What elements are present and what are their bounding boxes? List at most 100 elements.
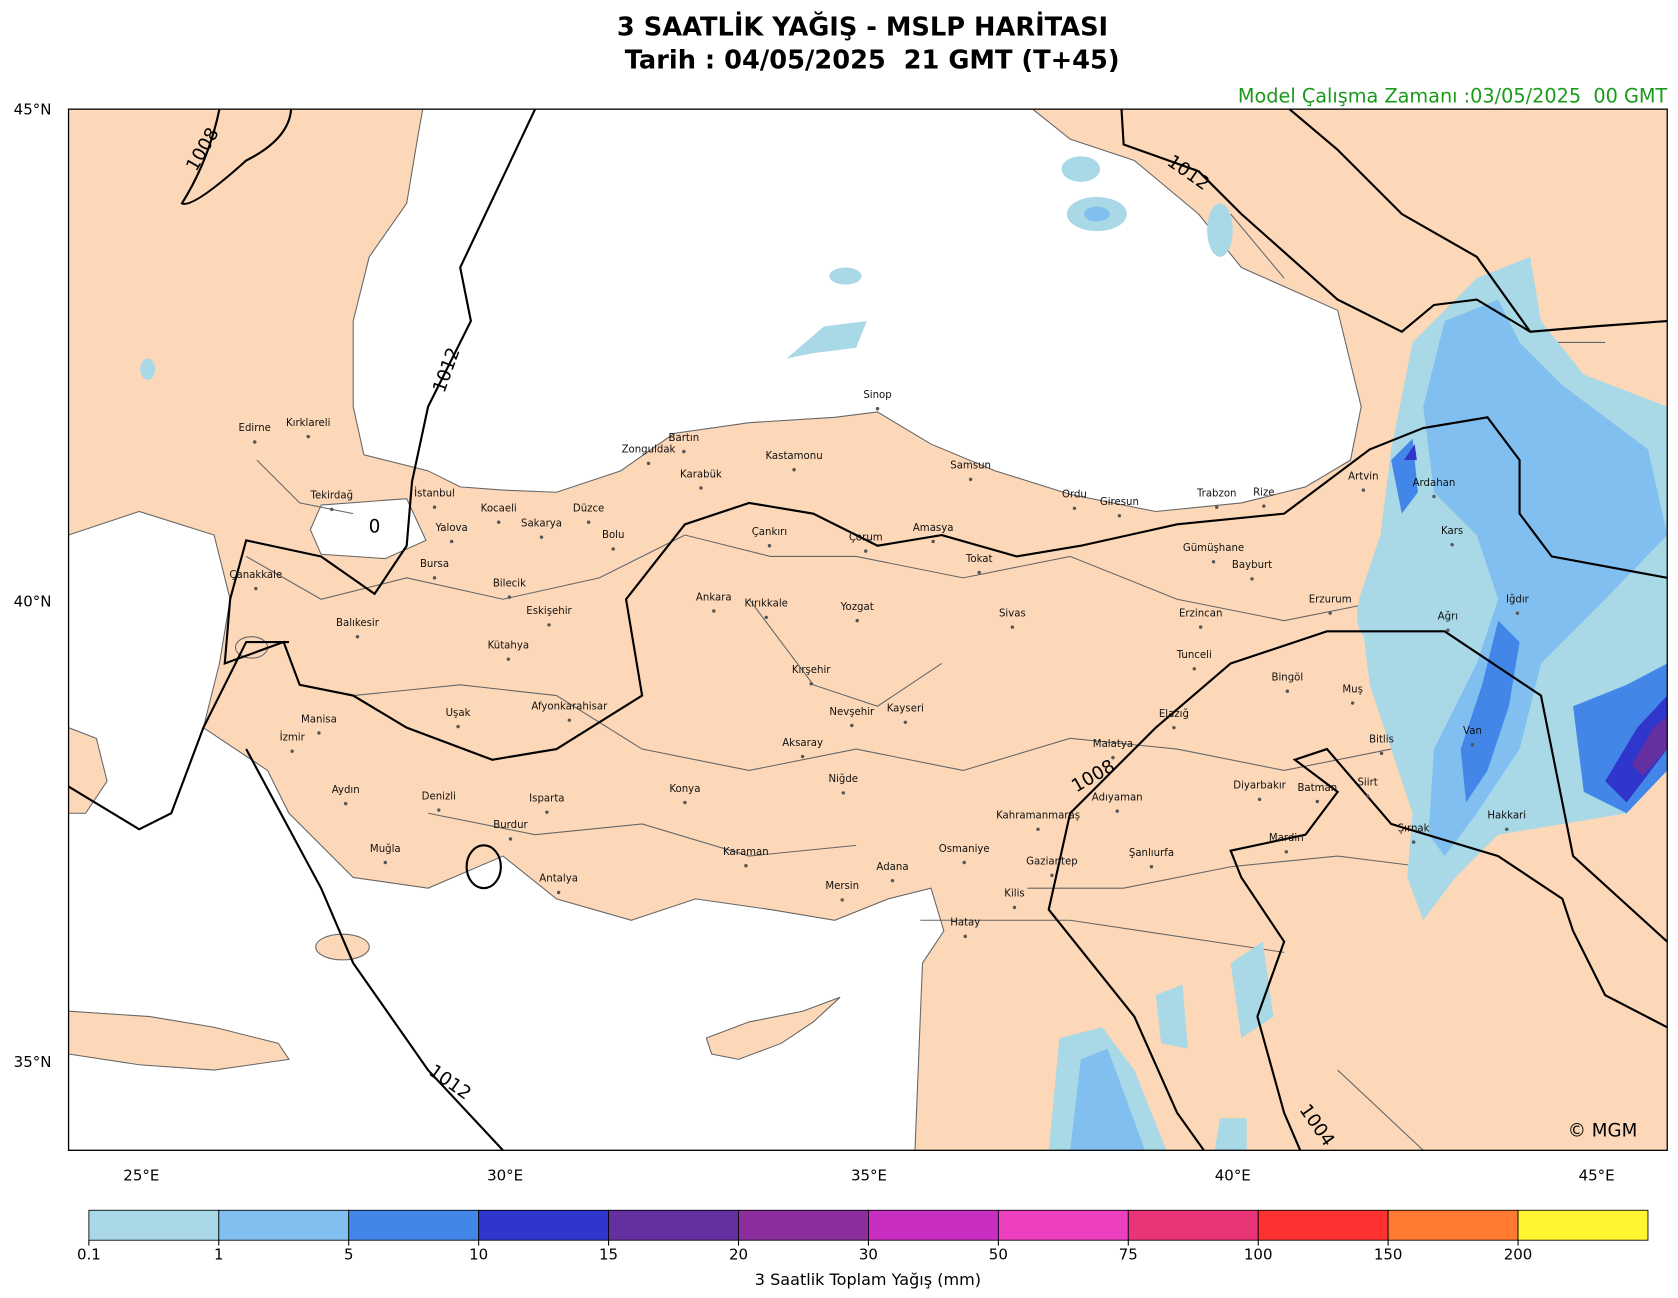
city-name: Şırnak: [1398, 823, 1430, 834]
city-name: Kars: [1441, 526, 1463, 537]
city-dot: [1365, 794, 1370, 798]
city-dot: [1446, 628, 1450, 632]
city-dot: [507, 595, 512, 599]
city-name: Edirne: [239, 423, 271, 434]
city-name: Çanakkale: [229, 570, 282, 581]
city-name: Gümüşhane: [1183, 543, 1244, 554]
city-name: Antalya: [539, 874, 578, 885]
city-name: Nevşehir: [829, 707, 875, 718]
city-name: Tokat: [965, 554, 993, 565]
colorbar-tick-label: 20: [729, 1245, 748, 1263]
city-name: Ağrı: [1438, 611, 1458, 623]
city-name: Yalova: [434, 523, 467, 534]
city-name: Iğdır: [1506, 593, 1530, 605]
colorbar-segment: [1257, 1209, 1389, 1241]
city-dot: [317, 731, 321, 735]
city-name: Aydın: [332, 785, 360, 796]
city-name: Erzurum: [1309, 594, 1352, 605]
city-name: Kırşehir: [792, 665, 831, 676]
city-name: Van: [1463, 726, 1482, 737]
colorbar-segment: [997, 1209, 1129, 1241]
city-dot: [744, 863, 748, 868]
city-dot: [968, 477, 973, 482]
city-dot: [1515, 611, 1520, 615]
colorbar-tick-label: 10: [469, 1245, 488, 1263]
city-name: Düzce: [573, 503, 604, 514]
city-dot: [855, 618, 859, 623]
city-dot: [1115, 809, 1119, 813]
city-dot: [1111, 755, 1115, 760]
city-dot: [343, 801, 348, 806]
city-name: Osmaniye: [939, 844, 990, 855]
colorbar-segment: [478, 1209, 610, 1241]
city-dot: [1328, 611, 1332, 615]
city-dot: [539, 535, 544, 539]
city-dot: [547, 623, 551, 627]
city-name: Kahramanmaraş: [996, 811, 1080, 822]
city-dot: [1285, 689, 1290, 693]
city-name: Çankırı: [752, 527, 787, 538]
colorbar-tick-label: 15: [599, 1245, 618, 1263]
city-dot: [254, 586, 258, 591]
city-name: Sakarya: [521, 518, 562, 529]
city-name: Bilecik: [493, 578, 526, 589]
colorbar-tick-label: 30: [859, 1245, 878, 1263]
city-dot: [699, 486, 703, 490]
city-name: Uşak: [446, 708, 471, 719]
city-name: Mardin: [1269, 833, 1304, 844]
city-dot: [712, 609, 716, 613]
city-dot: [1315, 799, 1320, 804]
city-dot: [1036, 827, 1040, 832]
city-dot: [253, 440, 257, 444]
map-frame: [67, 108, 1668, 1151]
colorbar-tick-label: 5: [344, 1245, 354, 1263]
city-dot: [1050, 873, 1054, 878]
city-dot: [1450, 542, 1454, 547]
colorbar: 0.1 1 5 10 15 20 30 50 75 100 150 200: [77, 1209, 1649, 1263]
colorbar-segment: [218, 1209, 350, 1241]
city-dot: [875, 407, 880, 411]
city-dot: [456, 724, 460, 729]
city-name: Denizli: [422, 791, 456, 802]
city-dot: [383, 860, 388, 865]
city-name: Adana: [876, 862, 908, 873]
city-dot: [903, 720, 908, 725]
city-name: Sinop: [863, 390, 891, 401]
city-name: Kütahya: [488, 640, 529, 651]
city-dot: [1379, 751, 1384, 756]
city-dot: [963, 934, 967, 939]
city-name: Karaman: [723, 847, 769, 858]
city-dot: [850, 723, 854, 728]
city-name: Rize: [1253, 487, 1274, 498]
lon-label: 40°E: [1215, 1166, 1251, 1184]
city-name: Samsun: [950, 461, 991, 472]
city-dot: [767, 544, 772, 548]
city-dot: [1250, 577, 1254, 581]
city-dot: [432, 576, 437, 580]
city-dot: [1010, 625, 1015, 629]
city-name: Adıyaman: [1092, 792, 1143, 803]
marmara: [309, 498, 427, 560]
borders: [245, 213, 1606, 1151]
lat-label: 45°N: [14, 100, 52, 118]
city-dot: [1470, 743, 1475, 747]
city-name: Trabzon: [1196, 489, 1237, 500]
city-dot: [586, 520, 591, 524]
colorbar-segment: [348, 1209, 480, 1241]
city-dot: [1262, 504, 1266, 508]
city-dot: [1411, 840, 1416, 844]
city-name: Gaziantep: [1026, 857, 1078, 868]
city-name: Malatya: [1093, 739, 1133, 750]
city-name: Amasya: [913, 523, 954, 534]
city-dot: [545, 810, 549, 814]
city-name: Hatay: [950, 918, 980, 929]
colorbar-tick-label: 150: [1374, 1245, 1403, 1263]
city-name: Tunceli: [1176, 650, 1212, 661]
lat-label: 35°N: [14, 1053, 52, 1071]
city-name: Yozgat: [840, 602, 874, 613]
city-name: Aksaray: [782, 738, 823, 749]
city-dot: [809, 682, 813, 686]
city-name: Isparta: [529, 793, 564, 804]
city-name: Burdur: [493, 820, 528, 831]
